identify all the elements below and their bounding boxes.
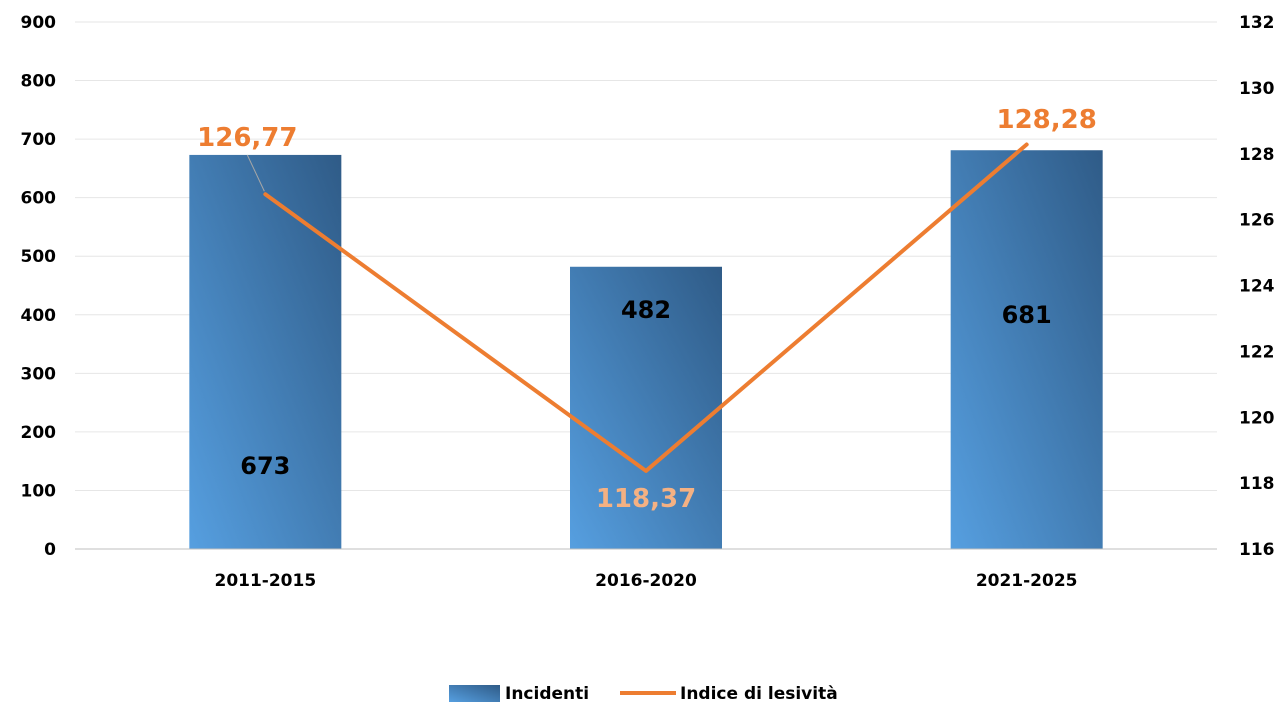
- right-tick-label: 128: [1239, 145, 1275, 165]
- left-tick-label: 0: [44, 540, 56, 560]
- right-tick-label: 124: [1239, 277, 1275, 297]
- x-axis: 2011-2015 2016-2020 2021-2025: [75, 548, 1217, 591]
- incidenti-bars: [189, 150, 1103, 549]
- right-tick-label: 120: [1239, 408, 1275, 428]
- right-tick-label: 122: [1239, 342, 1275, 362]
- right-tick-label: 130: [1239, 79, 1275, 99]
- indice-line: [263, 142, 1029, 473]
- right-y-axis: 116 118 120 122 124 126 128 130 132: [1239, 13, 1275, 560]
- left-tick-label: 600: [21, 189, 57, 209]
- legend-swatch-incidenti: [449, 685, 500, 702]
- left-tick-label: 800: [21, 72, 57, 92]
- bar-value-label: 681: [1002, 301, 1052, 329]
- label-leader-line: [246, 154, 265, 192]
- right-tick-label: 116: [1239, 540, 1275, 560]
- line-value-label: 126,77: [197, 123, 297, 153]
- bar-value-label: 482: [621, 296, 671, 324]
- category-label: 2011-2015: [214, 571, 316, 591]
- left-tick-label: 100: [21, 481, 57, 501]
- right-tick-label: 126: [1239, 211, 1275, 231]
- category-label: 2016-2020: [595, 571, 697, 591]
- legend: Incidenti Indice di lesività: [449, 684, 838, 704]
- left-tick-label: 700: [21, 130, 57, 150]
- right-tick-label: 118: [1239, 474, 1275, 494]
- left-tick-label: 200: [21, 423, 57, 443]
- bar-2021-2025: [950, 150, 1103, 549]
- category-label: 2021-2025: [976, 571, 1078, 591]
- legend-label-incidenti: Incidenti: [505, 684, 589, 704]
- line-value-label: 118,37: [596, 484, 696, 514]
- indice-series-line: [263, 142, 1029, 473]
- left-tick-label: 300: [21, 364, 57, 384]
- left-tick-label: 500: [21, 247, 57, 267]
- bar-2011-2015: [189, 154, 342, 549]
- bar-2016-2020: [570, 266, 722, 549]
- right-tick-label: 132: [1239, 13, 1275, 33]
- left-tick-label: 400: [21, 306, 57, 326]
- data-labels: 673 482 681 126,77 118,37 128,28: [197, 105, 1097, 514]
- left-y-axis: 0 100 200 300 400 500 600 700 800 900: [21, 13, 57, 560]
- bar-value-label: 673: [240, 452, 290, 480]
- line-value-label: 128,28: [996, 105, 1096, 135]
- left-tick-label: 900: [21, 13, 57, 33]
- legend-label-indice: Indice di lesività: [680, 684, 838, 704]
